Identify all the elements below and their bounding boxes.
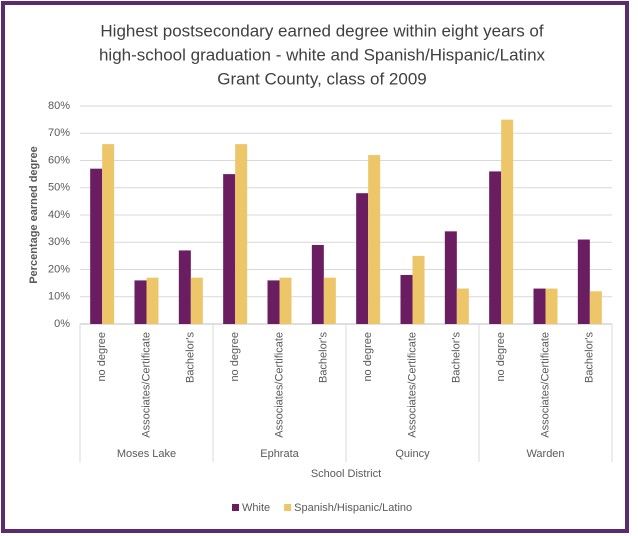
bar (356, 193, 369, 324)
y-axis-title: Percentage earned degree (28, 146, 40, 284)
bar (90, 168, 103, 324)
bar (102, 144, 115, 324)
y-tick-label: 20% (48, 263, 70, 275)
group-label: Quincy (395, 448, 430, 460)
group-label: Moses Lake (117, 448, 176, 460)
y-tick-label: 10% (48, 291, 70, 303)
bar (267, 280, 280, 324)
legend-swatch (232, 504, 239, 511)
bar (577, 239, 590, 324)
bar (444, 231, 457, 324)
legend-label: Spanish/Hispanic/Latino (294, 502, 412, 514)
bar (400, 274, 413, 324)
legend-label: White (242, 502, 270, 514)
bar (412, 255, 425, 324)
bar (146, 277, 159, 324)
group-label: Warden (526, 448, 564, 460)
x-tick-label: Bachelor's (584, 332, 596, 384)
bar (456, 288, 469, 324)
group-label: Ephrata (260, 448, 299, 460)
y-tick-label: 0% (54, 318, 70, 330)
y-tick-label: 70% (48, 127, 70, 139)
bar (311, 244, 324, 324)
bar (134, 280, 147, 324)
legend-swatch (284, 504, 292, 511)
x-tick-label: Bachelor's (185, 332, 197, 384)
bar (489, 171, 502, 324)
x-tick-label: Associates/Certificate (539, 332, 551, 438)
x-tick-label: no degree (229, 332, 241, 382)
x-tick-label: no degree (362, 332, 374, 382)
bar (190, 277, 203, 324)
bar (323, 277, 336, 324)
bar (223, 174, 236, 324)
x-tick-label: no degree (495, 332, 507, 382)
y-tick-label: 50% (48, 182, 70, 194)
bar (235, 144, 248, 324)
x-tick-label: Associates/Certificate (140, 332, 152, 438)
bar (501, 119, 514, 324)
x-tick-label: Bachelor's (318, 332, 330, 384)
bar (368, 155, 381, 324)
chart-title: Grant County, class of 2009 (217, 69, 426, 88)
bar (279, 277, 292, 324)
y-tick-label: 40% (48, 209, 70, 221)
y-tick-label: 60% (48, 154, 70, 166)
chart-title: high-school graduation - white and Spani… (99, 45, 546, 64)
chart-title: Highest postsecondary earned degree with… (100, 21, 543, 40)
bar (178, 250, 191, 324)
bar (533, 288, 546, 324)
bar (545, 288, 558, 324)
x-axis-title: School District (311, 468, 381, 480)
x-tick-label: no degree (96, 332, 108, 382)
x-tick-label: Bachelor's (451, 332, 463, 384)
y-tick-label: 80% (48, 100, 70, 112)
x-tick-label: Associates/Certificate (273, 332, 285, 438)
bar (589, 291, 602, 324)
y-tick-label: 30% (48, 236, 70, 248)
x-tick-label: Associates/Certificate (406, 332, 418, 438)
